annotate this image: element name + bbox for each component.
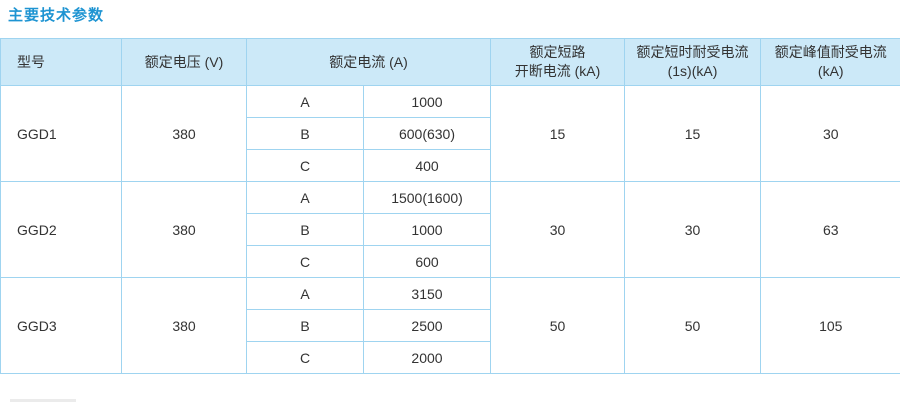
col-header-breaking: 额定短路开断电流 (kA)	[490, 38, 625, 86]
withstand-cell-ggd2: 30	[624, 181, 761, 278]
col-header-withstand: 额定短时耐受电流 (1s)(kA)	[624, 38, 761, 86]
current-cell: 1000	[363, 85, 491, 118]
table-row: GGD1 380 A 1000 15 15 30	[0, 85, 900, 182]
col-header-voltage: 额定电压 (V)	[121, 38, 247, 86]
model-cell-ggd1: GGD1	[0, 85, 122, 182]
peak-cell-ggd2: 63	[760, 181, 900, 278]
breaking-cell-ggd2: 30	[490, 181, 625, 278]
current-cell: 3150	[363, 277, 491, 310]
col-header-current: 额定电流 (A)	[246, 38, 491, 86]
current-cell: 2500	[363, 309, 491, 342]
current-cell: 1000	[363, 213, 491, 246]
col-header-breaking-line1: 额定短路	[529, 44, 586, 60]
cropped-next-section-fragment	[10, 399, 76, 402]
col-header-peak-line2: (kA)	[817, 63, 844, 79]
page-title: 主要技术参数	[8, 7, 105, 24]
table-row: B 2500	[1, 309, 900, 342]
col-header-withstand-line1: 额定短时耐受电流	[636, 44, 749, 60]
table-row: GGD3 380 A 3150 50 50 105	[0, 277, 900, 374]
voltage-cell-ggd2: 380	[121, 181, 247, 278]
phase-cell: B	[246, 213, 364, 246]
withstand-cell-ggd3: 50	[624, 277, 761, 374]
col-header-peak: 额定峰值耐受电流 (kA)	[760, 38, 900, 86]
phase-cell: C	[246, 149, 364, 182]
spec-table: 型号 额定电压 (V) 额定电流 (A) 额定短路开断电流 (kA) 额定短时耐…	[0, 38, 900, 374]
voltage-cell-ggd3: 380	[121, 277, 247, 374]
peak-cell-ggd1: 30	[760, 85, 900, 182]
current-cell: 1500(1600)	[363, 181, 491, 214]
table-row: GGD2 380 A 1500(1600) 30 30 63	[0, 181, 900, 278]
breaking-cell-ggd3: 50	[490, 277, 625, 374]
phase-cell: B	[246, 309, 364, 342]
phase-cell: A	[246, 85, 364, 118]
current-cell: 600	[363, 245, 491, 278]
phase-cell: B	[246, 117, 364, 150]
current-cell: 600(630)	[363, 117, 491, 150]
breaking-cell-ggd1: 15	[490, 85, 625, 182]
withstand-cell-ggd1: 15	[624, 85, 761, 182]
table-row: C 2000	[1, 341, 900, 374]
col-header-peak-line1: 额定峰值耐受电流	[774, 44, 887, 60]
phase-cell: C	[246, 341, 364, 374]
col-header-breaking-line2: 开断电流 (kA)	[514, 63, 601, 79]
header-row: 型号 额定电压 (V) 额定电流 (A) 额定短路开断电流 (kA) 额定短时耐…	[0, 38, 900, 86]
col-header-model: 型号	[0, 38, 122, 86]
model-cell-ggd3: GGD3	[0, 277, 122, 374]
phase-cell: A	[246, 277, 364, 310]
model-cell-ggd2: GGD2	[0, 181, 122, 278]
peak-cell-ggd3: 105	[760, 277, 900, 374]
current-cell: 400	[363, 149, 491, 182]
current-cell: 2000	[363, 341, 491, 374]
phase-cell: A	[246, 181, 364, 214]
voltage-cell-ggd1: 380	[121, 85, 247, 182]
table-row: C 600	[1, 245, 900, 278]
table-row: B 1000	[1, 213, 900, 246]
phase-cell: C	[246, 245, 364, 278]
col-header-withstand-line2: (1s)(kA)	[667, 63, 718, 79]
